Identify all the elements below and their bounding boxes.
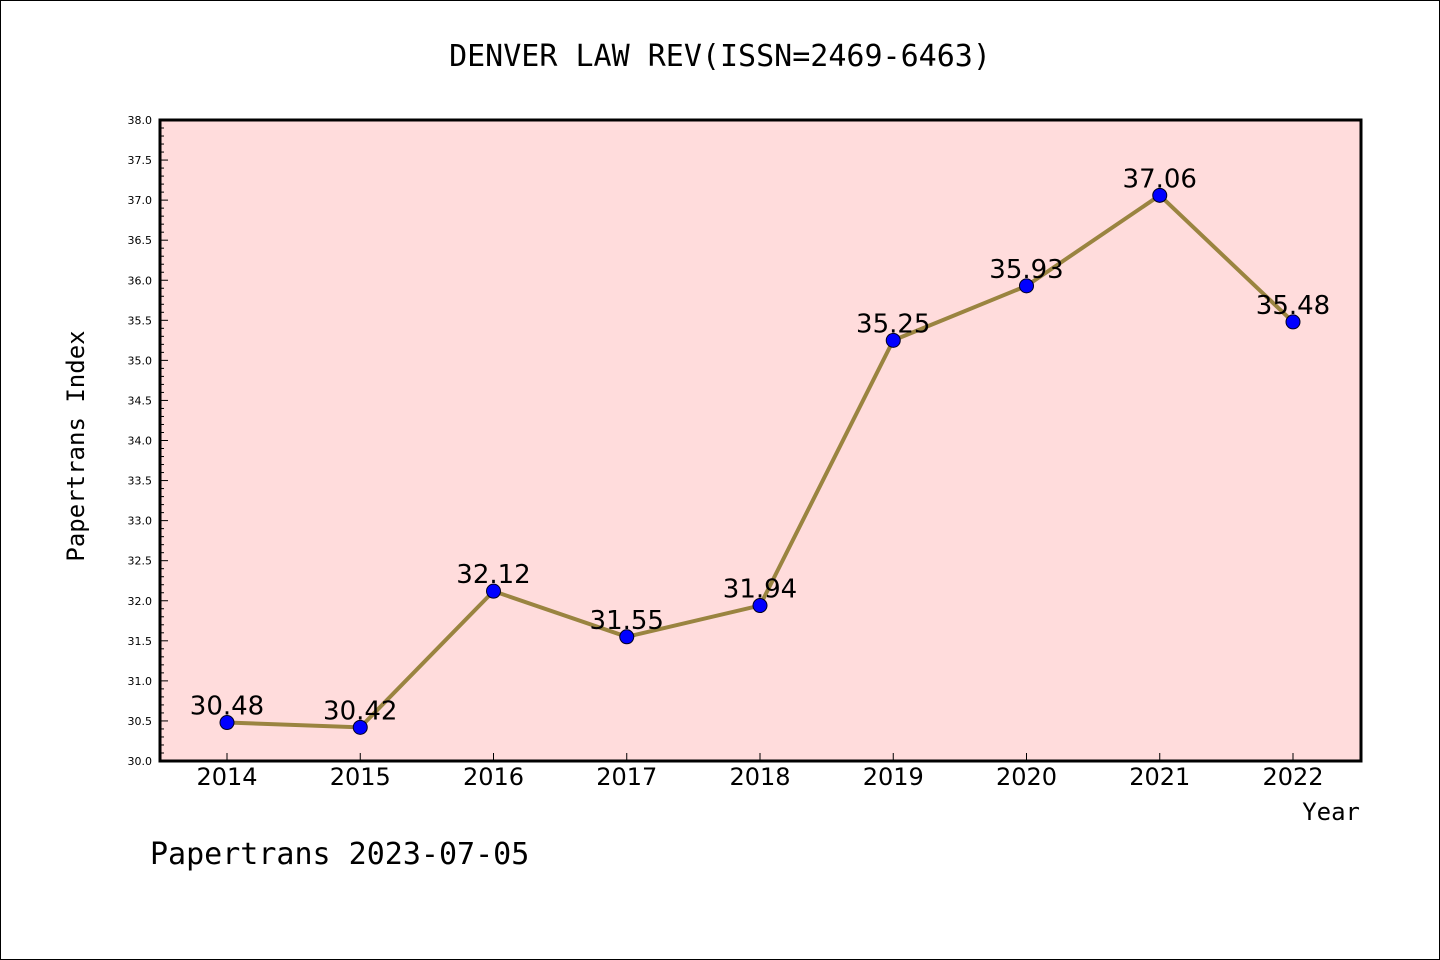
x-tick-label: 2018 xyxy=(729,763,790,791)
y-tick-label: 30.0 xyxy=(128,755,153,768)
data-point xyxy=(752,598,768,614)
plot-area xyxy=(158,118,1363,763)
y-tick-label: 35.5 xyxy=(128,314,153,327)
y-tick-label: 37.5 xyxy=(128,154,153,167)
data-label: 35.48 xyxy=(1256,291,1330,321)
data-label: 35.93 xyxy=(989,255,1063,285)
y-tick-label: 31.0 xyxy=(128,675,153,688)
y-tick-label: 33.0 xyxy=(128,515,153,528)
y-tick-label: 35.0 xyxy=(128,354,153,367)
data-point xyxy=(219,715,235,731)
data-label: 37.06 xyxy=(1123,164,1197,194)
y-tick-label: 34.0 xyxy=(128,435,153,448)
y-tick-label: 38.0 xyxy=(128,114,153,127)
data-labels: 30.48 30.42 32.12 31.55 31.94 35.25 35.93 37.06… xyxy=(190,164,1330,726)
y-tick-label: 33.5 xyxy=(128,475,153,488)
data-label: 31.55 xyxy=(590,606,664,636)
data-label: 35.25 xyxy=(856,309,930,339)
data-label: 32.12 xyxy=(456,560,530,590)
data-point xyxy=(1152,187,1168,203)
x-tick-label: 2021 xyxy=(1129,763,1190,791)
data-point xyxy=(885,332,901,348)
x-axis-label: Year xyxy=(1302,798,1360,826)
x-tick-label: 2014 xyxy=(196,763,257,791)
x-tick-label: 2020 xyxy=(996,763,1057,791)
data-point xyxy=(619,629,635,645)
x-tick-label: 2019 xyxy=(863,763,924,791)
x-tick-label: 2017 xyxy=(596,763,657,791)
y-tick-label: 32.0 xyxy=(128,595,153,608)
data-label: 30.42 xyxy=(323,696,397,726)
chart-title: DENVER LAW REV(ISSN=2469-6463) xyxy=(449,39,991,74)
x-tick-label: 2016 xyxy=(463,763,524,791)
y-tick-label: 30.5 xyxy=(128,715,153,728)
y-axis: 30.0 30.5 31.0 31.5 32.0 32.5 33.0 33.5 34.0 34.5… xyxy=(128,114,168,768)
x-tick-label: 2015 xyxy=(330,763,391,791)
y-tick-label: 36.5 xyxy=(128,234,153,247)
y-tick-label: 34.5 xyxy=(128,394,153,407)
x-axis: 2014 2015 2016 2017 2018 2019 2020 2021 2022 xyxy=(196,753,1324,791)
data-point xyxy=(1019,278,1034,294)
data-point xyxy=(486,583,501,599)
y-tick-label: 36.0 xyxy=(128,274,153,287)
data-label: 31.94 xyxy=(723,575,797,605)
data-point xyxy=(352,719,368,735)
y-tick-label: 37.0 xyxy=(128,194,153,207)
y-tick-label: 32.5 xyxy=(128,555,153,568)
series-markers xyxy=(219,187,1301,735)
x-tick-label: 2022 xyxy=(1262,763,1323,791)
data-label: 30.48 xyxy=(190,692,264,722)
y-axis-label: Papertrans Index xyxy=(62,330,90,561)
y-tick-label: 31.5 xyxy=(128,635,153,648)
data-point xyxy=(1285,314,1301,330)
footer-text: Papertrans 2023-07-05 xyxy=(150,837,529,872)
